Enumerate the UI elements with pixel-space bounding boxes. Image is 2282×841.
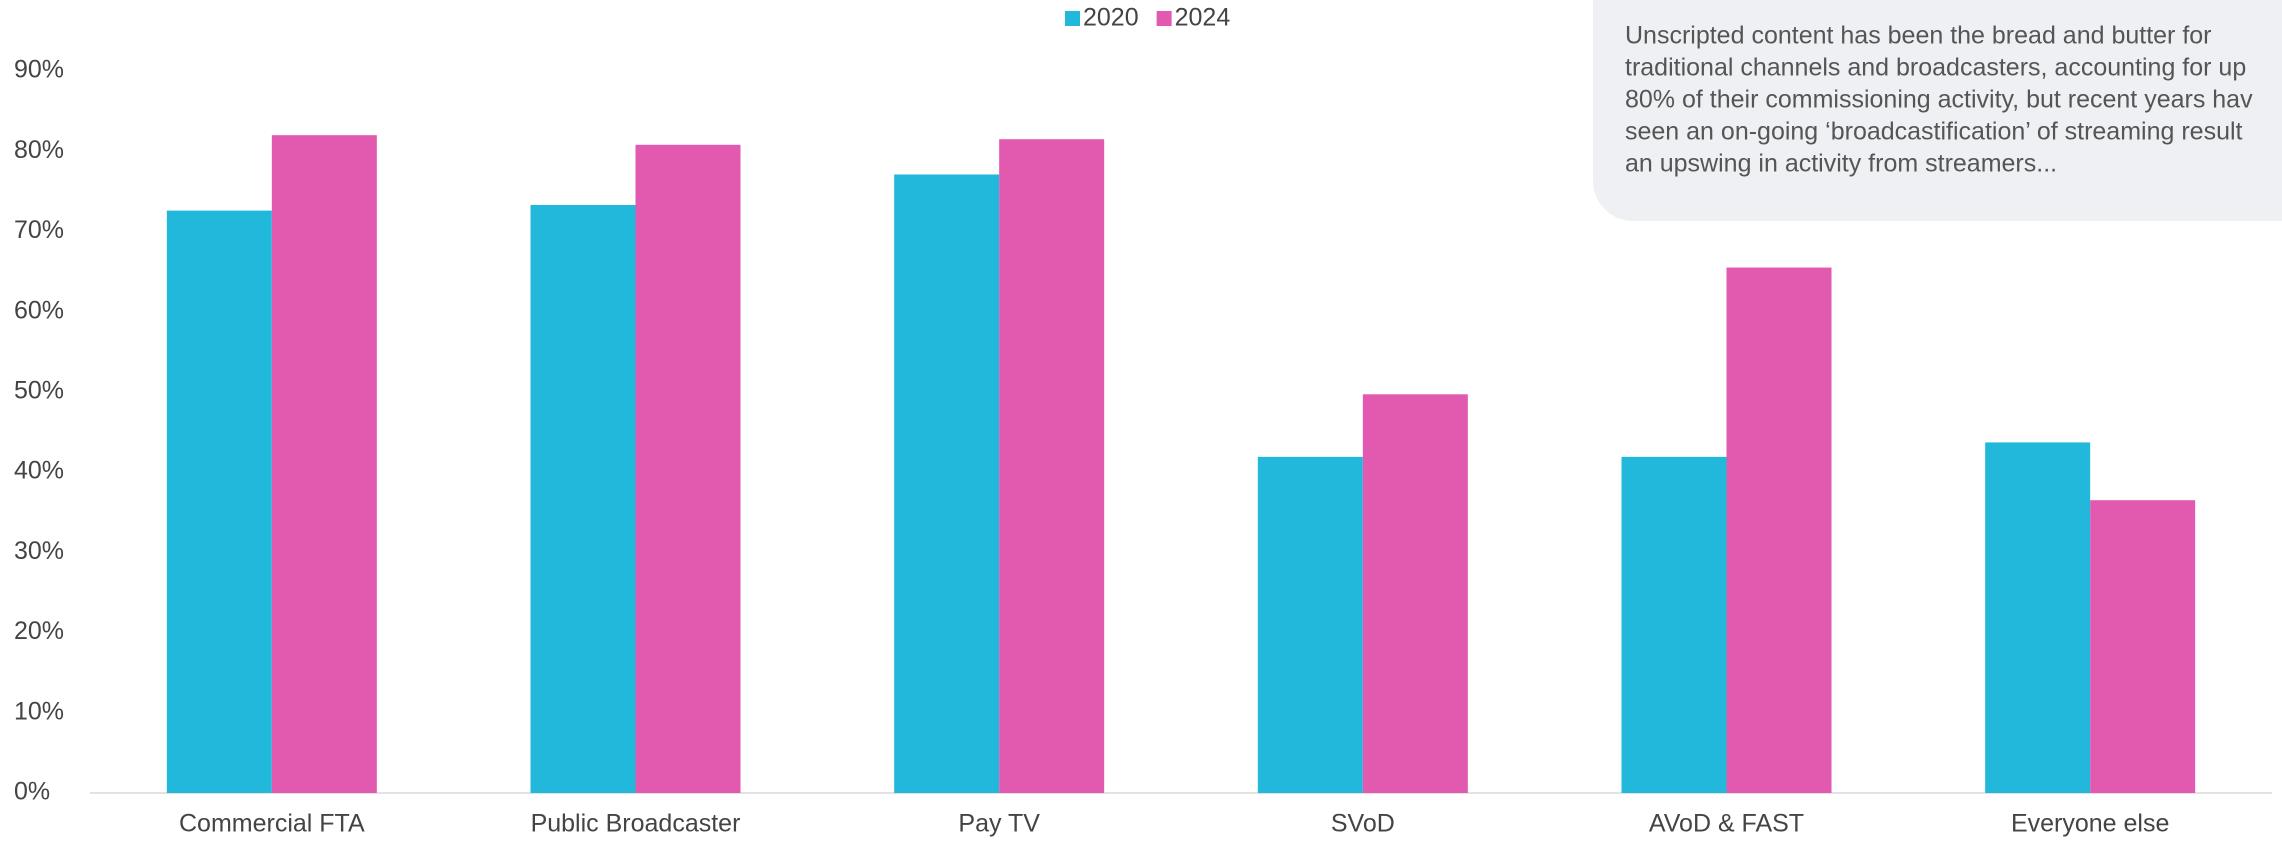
bar — [894, 174, 1000, 793]
bar — [1257, 456, 1363, 793]
annotation-text: Unscripted content has been the bread an… — [1625, 22, 2212, 50]
legend-swatch — [1156, 11, 1172, 26]
y-tick-label: 10% — [14, 697, 64, 725]
bar — [999, 139, 1105, 793]
annotation-text: seen an on-going ‘broadcastification’ of… — [1625, 118, 2243, 146]
y-tick-label: 90% — [14, 56, 64, 84]
y-tick-label: 60% — [14, 296, 64, 324]
x-tick-label: Public Broadcaster — [531, 810, 741, 838]
y-tick-label: 50% — [14, 376, 64, 404]
bar — [1362, 394, 1468, 793]
bar — [635, 144, 741, 793]
bar — [2090, 500, 2196, 793]
annotation-text: 80% of their commissioning activity, but… — [1625, 86, 2253, 114]
bar — [1726, 267, 1832, 793]
annotation-text: traditional channels and broadcasters, a… — [1625, 54, 2246, 82]
legend-swatch — [1065, 11, 1080, 26]
y-tick-label: 30% — [14, 537, 64, 565]
y-tick-label: 20% — [14, 617, 64, 645]
x-tick-label: Commercial FTA — [179, 810, 365, 838]
bar — [271, 135, 377, 793]
bar — [530, 204, 636, 793]
bar — [1621, 456, 1727, 793]
y-tick-label: 0% — [14, 778, 50, 806]
callout-box — [1593, 0, 2282, 221]
x-tick-label: SVoD — [1331, 810, 1395, 838]
annotation-text: an upswing in activity from streamers... — [1625, 150, 2057, 178]
bar — [166, 210, 272, 793]
x-tick-label: Pay TV — [958, 810, 1040, 838]
x-tick-label: Everyone else — [2011, 810, 2169, 838]
y-tick-label: 40% — [14, 457, 64, 485]
y-tick-label: 80% — [14, 136, 64, 164]
x-tick-label: AVoD & FAST — [1649, 810, 1804, 838]
legend-label: 2024 — [1175, 4, 1231, 32]
bar — [1985, 442, 2091, 793]
y-tick-label: 70% — [14, 216, 64, 244]
legend-label: 2020 — [1083, 4, 1139, 32]
